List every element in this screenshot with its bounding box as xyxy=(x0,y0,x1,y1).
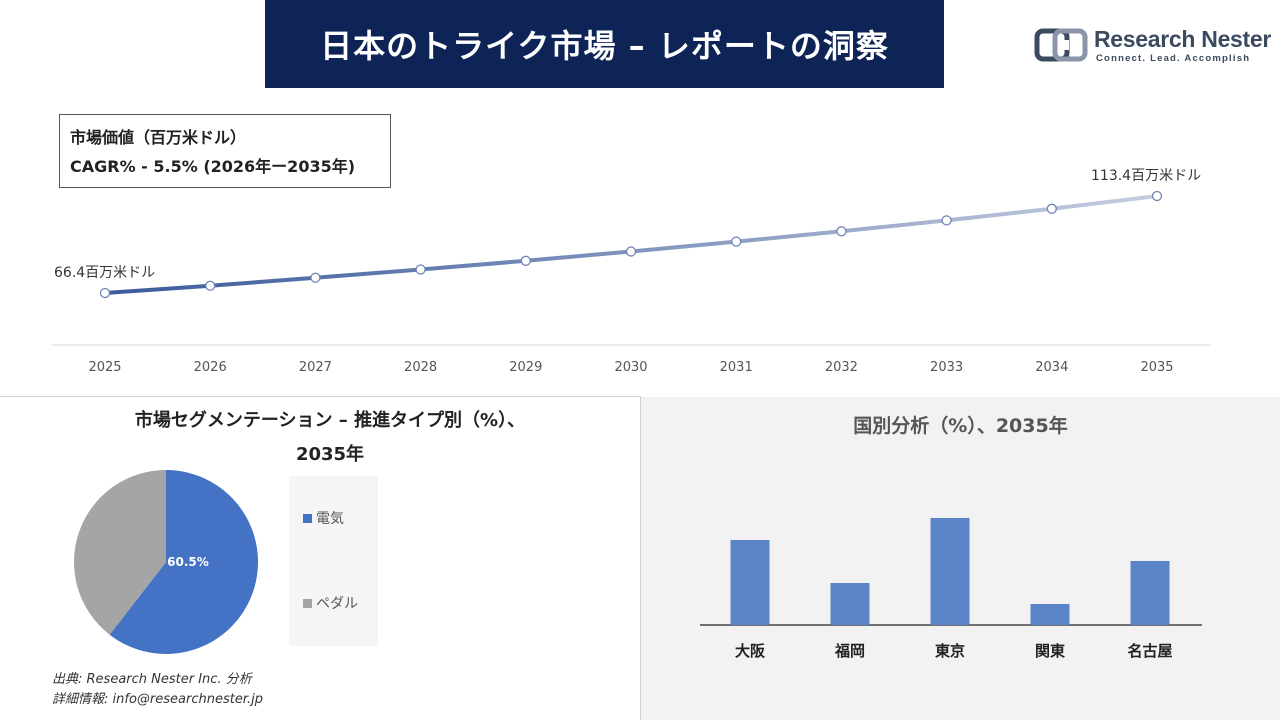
x-tick-label: 2029 xyxy=(509,360,542,375)
x-tick-label: 2025 xyxy=(88,360,121,375)
legend-item-electric: 電気 xyxy=(303,508,344,528)
source-text: 出典: Research Nester Inc. 分析 xyxy=(52,672,252,687)
x-tick-label: 2035 xyxy=(1140,360,1173,375)
market-value-label: 市場価値（百万米ドル） xyxy=(70,128,247,147)
data-point xyxy=(1151,190,1163,202)
legend-item-pedal: ペダル xyxy=(303,593,358,613)
data-point xyxy=(1046,203,1057,214)
logo-name: Research Nester xyxy=(1094,26,1272,52)
x-tick-label: 2032 xyxy=(825,360,858,375)
pie-legend: 電気 ペダル xyxy=(289,476,378,646)
market-value-line-chart: 2025 2026 2027 2028 2029 2030 2031 2032 2033 2034… xyxy=(52,168,1211,375)
region-chart-title: 国別分析（%）、2035年 xyxy=(853,415,1068,437)
data-point xyxy=(99,287,111,299)
segmentation-title-line2: 2035年 xyxy=(295,444,365,465)
data-point xyxy=(836,226,847,237)
x-tick-label: 2034 xyxy=(1035,360,1068,375)
data-point xyxy=(941,215,952,226)
segmentation-title-line1: 市場セグメンテーション – 推進タイプ別（%）、 xyxy=(134,410,526,431)
last-value-label: 113.4百万米ドル xyxy=(1091,168,1201,184)
data-point xyxy=(625,246,637,257)
bar xyxy=(930,518,970,625)
legend-swatch-electric xyxy=(303,513,312,523)
legend-swatch-pedal xyxy=(303,598,312,608)
market-info-box: 市場価値（百万米ドル） CAGR% - 5.5% (2026年ー2035年) xyxy=(59,114,391,188)
series-line xyxy=(103,194,1159,295)
bar-category-label: 福岡 xyxy=(834,642,865,660)
page-title: 日本のトライク市場 – レポートの洞察 xyxy=(265,0,944,88)
data-point xyxy=(731,236,742,247)
x-tick-label: 2033 xyxy=(930,360,963,375)
segmentation-chart-title: 市場セグメンテーション – 推進タイプ別（%）、 2035年 xyxy=(40,404,620,472)
data-point xyxy=(520,255,531,266)
data-point xyxy=(415,264,426,275)
pie-data-label: 60.5% xyxy=(167,555,209,569)
legend-label-pedal: ペダル xyxy=(316,596,358,612)
source-note: 出典: Research Nester Inc. 分析 詳細情報: info@r… xyxy=(52,670,263,710)
brand-logo: Research Nester Connect. Lead. Accomplis… xyxy=(1034,26,1271,66)
region-bar-chart: 大阪 福岡 東京 関東 名古屋 xyxy=(700,518,1202,660)
x-tick-label: 2027 xyxy=(299,360,332,375)
bar-category-label: 関東 xyxy=(1035,642,1065,660)
x-tick-label: 2028 xyxy=(404,360,437,375)
bar-category-label: 名古屋 xyxy=(1127,642,1172,660)
bar xyxy=(730,540,770,625)
contact-text: 詳細情報: info@researchnester.jp xyxy=(52,692,263,707)
pie-slice-electric xyxy=(109,470,259,654)
section-divider-vertical xyxy=(640,396,641,720)
cagr-label: CAGR% - 5.5% (2026年ー2035年) xyxy=(70,157,356,176)
bar xyxy=(830,583,870,625)
section-divider xyxy=(0,396,640,397)
bar xyxy=(1030,604,1070,625)
x-tick-label: 2030 xyxy=(614,360,647,375)
bar-category-label: 大阪 xyxy=(735,642,766,660)
data-point xyxy=(205,280,216,291)
data-point xyxy=(310,272,321,283)
bar xyxy=(1130,561,1170,625)
legend-label-electric: 電気 xyxy=(316,511,344,527)
x-tick-label: 2031 xyxy=(720,360,753,375)
first-value-label: 66.4百万米ドル xyxy=(54,265,155,281)
pie-slice-pedal xyxy=(74,470,166,635)
logo-tagline: Connect. Lead. Accomplish xyxy=(1096,53,1251,64)
x-tick-label: 2026 xyxy=(194,360,227,375)
region-analysis-panel: 大阪 福岡 東京 関東 名古屋 国別分析（%）、2035年 xyxy=(641,397,1280,720)
bar-category-label: 東京 xyxy=(935,642,965,660)
logo-icon xyxy=(1034,28,1088,62)
propulsion-pie-chart: 60.5% xyxy=(74,470,259,654)
